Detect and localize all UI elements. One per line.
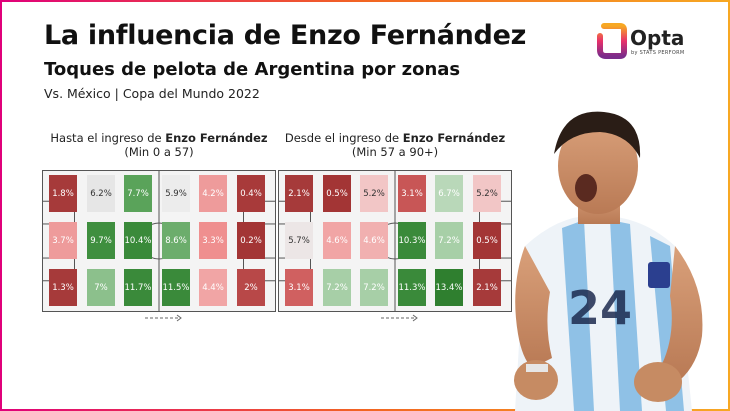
zone-cell: 1.8% [49, 175, 77, 212]
panel-title-minutes: (Min 57 a 90+) [351, 145, 439, 159]
zone-cell: 4.6% [360, 222, 388, 259]
zone-cell: 3.7% [49, 222, 77, 259]
zone-cell: 7.7% [124, 175, 152, 212]
pitch-markings [278, 170, 512, 312]
zone-cell: 7% [87, 269, 115, 306]
pitch-before: 1.8% 6.2% 7.7% 5.9% 4.2% 0.4% 3.7% 9.7% 10.4% 8.6… [42, 170, 276, 312]
opta-logo-icon [597, 23, 627, 59]
zone-cell: 8.6% [162, 222, 190, 259]
zone-cell: 6.2% [87, 175, 115, 212]
page-title: La influencia de Enzo Fernández [44, 20, 527, 51]
zone-cell: 5.2% [473, 175, 501, 212]
zone-cell: 10.4% [124, 222, 152, 259]
zone-cell: 5.2% [360, 175, 388, 212]
attack-direction-arrow [145, 314, 182, 322]
zone-cell: 0.5% [473, 222, 501, 259]
panel-title-before: Hasta el ingreso de Enzo Fernández (Min … [42, 131, 276, 159]
panel-title-prefix: Hasta el ingreso de [50, 131, 166, 145]
zone-cell: 0.5% [323, 175, 351, 212]
pitch-markings [42, 170, 276, 312]
svg-text:24: 24 [568, 281, 632, 335]
zone-cell: 11.3% [398, 269, 426, 306]
zone-cell: 7.2% [360, 269, 388, 306]
zone-cell: 0.4% [237, 175, 265, 212]
zone-cell: 3.3% [199, 222, 227, 259]
player-photo: 24 [514, 111, 703, 411]
zone-cell: 2.1% [473, 269, 501, 306]
zone-cell: 2% [237, 269, 265, 306]
panel-title-after: Desde el ingreso de Enzo Fernández (Min … [278, 131, 512, 159]
zone-cell: 1.3% [49, 269, 77, 306]
panel-title-minutes: (Min 0 a 57) [124, 145, 194, 159]
zone-cell: 13.4% [435, 269, 463, 306]
zone-cell: 6.7% [435, 175, 463, 212]
pitch-after: 2.1% 0.5% 5.2% 3.1% 6.7% 5.2% 5.7% 4.6% 4.6% 10.3… [278, 170, 512, 312]
panel-title-player: Enzo Fernández [165, 131, 268, 145]
zone-cell: 7.2% [435, 222, 463, 259]
zone-cell: 11.5% [162, 269, 190, 306]
zone-cell: 4.6% [323, 222, 351, 259]
opta-logo-word: Opta [630, 26, 685, 50]
page-subtitle: Toques de pelota de Argentina por zonas [44, 59, 461, 80]
zone-cell: 3.1% [398, 175, 426, 212]
zone-cell: 5.9% [162, 175, 190, 212]
opta-logo-tagline: by STATS PERFORM [631, 50, 685, 56]
zone-cell: 5.7% [285, 222, 313, 259]
zone-cell: 11.7% [124, 269, 152, 306]
zone-cell: 4.2% [199, 175, 227, 212]
attack-direction-arrow [381, 314, 418, 322]
zone-cell: 4.4% [199, 269, 227, 306]
zone-cell: 10.3% [398, 222, 426, 259]
match-info: Vs. México | Copa del Mundo 2022 [44, 86, 260, 101]
zone-cell: 2.1% [285, 175, 313, 212]
zone-cell: 7.2% [323, 269, 351, 306]
panel-title-prefix: Desde el ingreso de [284, 131, 403, 145]
opta-logo: Opta by STATS PERFORM [594, 22, 694, 62]
panel-title-player: Enzo Fernández [402, 131, 506, 145]
zone-cell: 9.7% [87, 222, 115, 259]
zone-cell: 3.1% [285, 269, 313, 306]
zone-cell: 0.2% [237, 222, 265, 259]
